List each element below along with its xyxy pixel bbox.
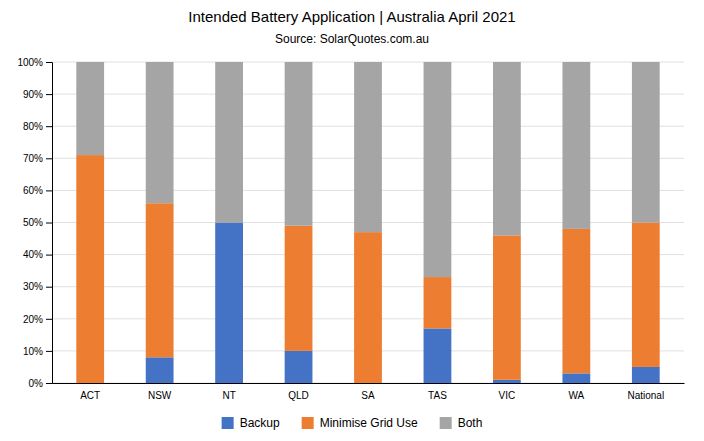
tick: 70% [23, 153, 52, 164]
tick-label: 10% [23, 346, 43, 357]
bar [562, 373, 590, 383]
tick-label: 70% [23, 153, 43, 164]
tick-mark [46, 383, 52, 384]
tick: VIC [499, 390, 516, 401]
bar [215, 62, 243, 223]
tick-mark [46, 94, 52, 95]
legend-item: Backup [222, 416, 280, 430]
bar [215, 223, 243, 384]
bar [632, 62, 660, 223]
bar [285, 351, 313, 383]
bar [146, 62, 174, 203]
tick-label: 0% [29, 378, 44, 389]
chart: Intended Battery Application | Australia… [0, 0, 704, 441]
tick-mark [46, 158, 52, 159]
tick-mark [46, 62, 52, 63]
bar [76, 62, 104, 155]
bar [285, 62, 313, 226]
tick-label: NT [222, 390, 235, 401]
tick: 20% [23, 314, 52, 325]
series [76, 62, 659, 277]
legend-swatch [302, 417, 314, 429]
bars [76, 62, 659, 383]
tick-label: 20% [23, 314, 43, 325]
tick: 80% [23, 121, 52, 132]
bar [146, 357, 174, 383]
tick-label: NSW [148, 390, 172, 401]
grid [52, 62, 684, 383]
tick-label: 50% [23, 217, 43, 228]
bar [76, 155, 104, 383]
tick: ACT [80, 390, 100, 401]
bar [562, 229, 590, 373]
bar [632, 367, 660, 383]
legend-item: Both [440, 416, 483, 430]
legend: Backup Minimise Grid Use Both [222, 416, 483, 430]
bar [562, 62, 590, 229]
bar [632, 223, 660, 367]
tick-mark [46, 351, 52, 352]
plot: 0% 10% 20% 30% 40% 50% 60% 70% 80% 90% 100% ACT NSW N… [17, 57, 684, 401]
tick: WA [568, 390, 584, 401]
bar [424, 277, 452, 328]
bar [493, 235, 521, 379]
legend-label: Minimise Grid Use [320, 416, 418, 430]
tick-mark [46, 190, 52, 191]
axis-line [53, 383, 685, 384]
tick: 100% [17, 57, 52, 68]
bar [354, 62, 382, 232]
bar [424, 62, 452, 277]
bar [354, 232, 382, 383]
tick: SA [361, 390, 375, 401]
y-axis: 0% 10% 20% 30% 40% 50% 60% 70% 80% 90% 100% [17, 57, 52, 389]
tick: 0% [29, 378, 52, 389]
x-axis: ACT NSW NT QLD SA TAS VIC WA National [53, 384, 685, 402]
tick-label: ACT [80, 390, 100, 401]
tick: 40% [23, 249, 52, 260]
tick-label: VIC [499, 390, 516, 401]
tick-mark [46, 126, 52, 127]
series [146, 223, 660, 384]
tick-mark [46, 223, 52, 224]
tick-label: WA [568, 390, 584, 401]
tick: NT [222, 390, 235, 401]
tick-mark [46, 319, 52, 320]
tick: National [627, 390, 664, 401]
tick: NSW [148, 390, 172, 401]
bar [285, 226, 313, 351]
axis-line [46, 63, 53, 384]
tick: TAS [428, 390, 447, 401]
legend-item: Minimise Grid Use [302, 416, 418, 430]
legend-label: Backup [240, 416, 280, 430]
tick: 50% [23, 217, 52, 228]
legend-label: Both [458, 416, 483, 430]
tick: 90% [23, 89, 52, 100]
bar [424, 328, 452, 383]
tick-label: National [627, 390, 664, 401]
tick-label: TAS [428, 390, 447, 401]
bar [493, 380, 521, 383]
tick-label: SA [361, 390, 375, 401]
tick-mark [46, 255, 52, 256]
legend-swatch [440, 417, 452, 429]
tick-label: 80% [23, 121, 43, 132]
tick-label: 100% [17, 57, 43, 68]
bar [146, 203, 174, 357]
tick-label: 40% [23, 249, 43, 260]
tick-label: QLD [288, 390, 309, 401]
tick: 10% [23, 346, 52, 357]
tick: 60% [23, 185, 52, 196]
tick: QLD [288, 390, 309, 401]
tick-mark [46, 287, 52, 288]
tick-label: 30% [23, 281, 43, 292]
subtitle: Source: SolarQuotes.com.au [275, 32, 429, 46]
legend-swatch [222, 417, 234, 429]
tick-label: 90% [23, 89, 43, 100]
bar [493, 62, 521, 235]
tick-label: 60% [23, 185, 43, 196]
tick: 30% [23, 281, 52, 292]
title: Intended Battery Application | Australia… [188, 8, 515, 25]
